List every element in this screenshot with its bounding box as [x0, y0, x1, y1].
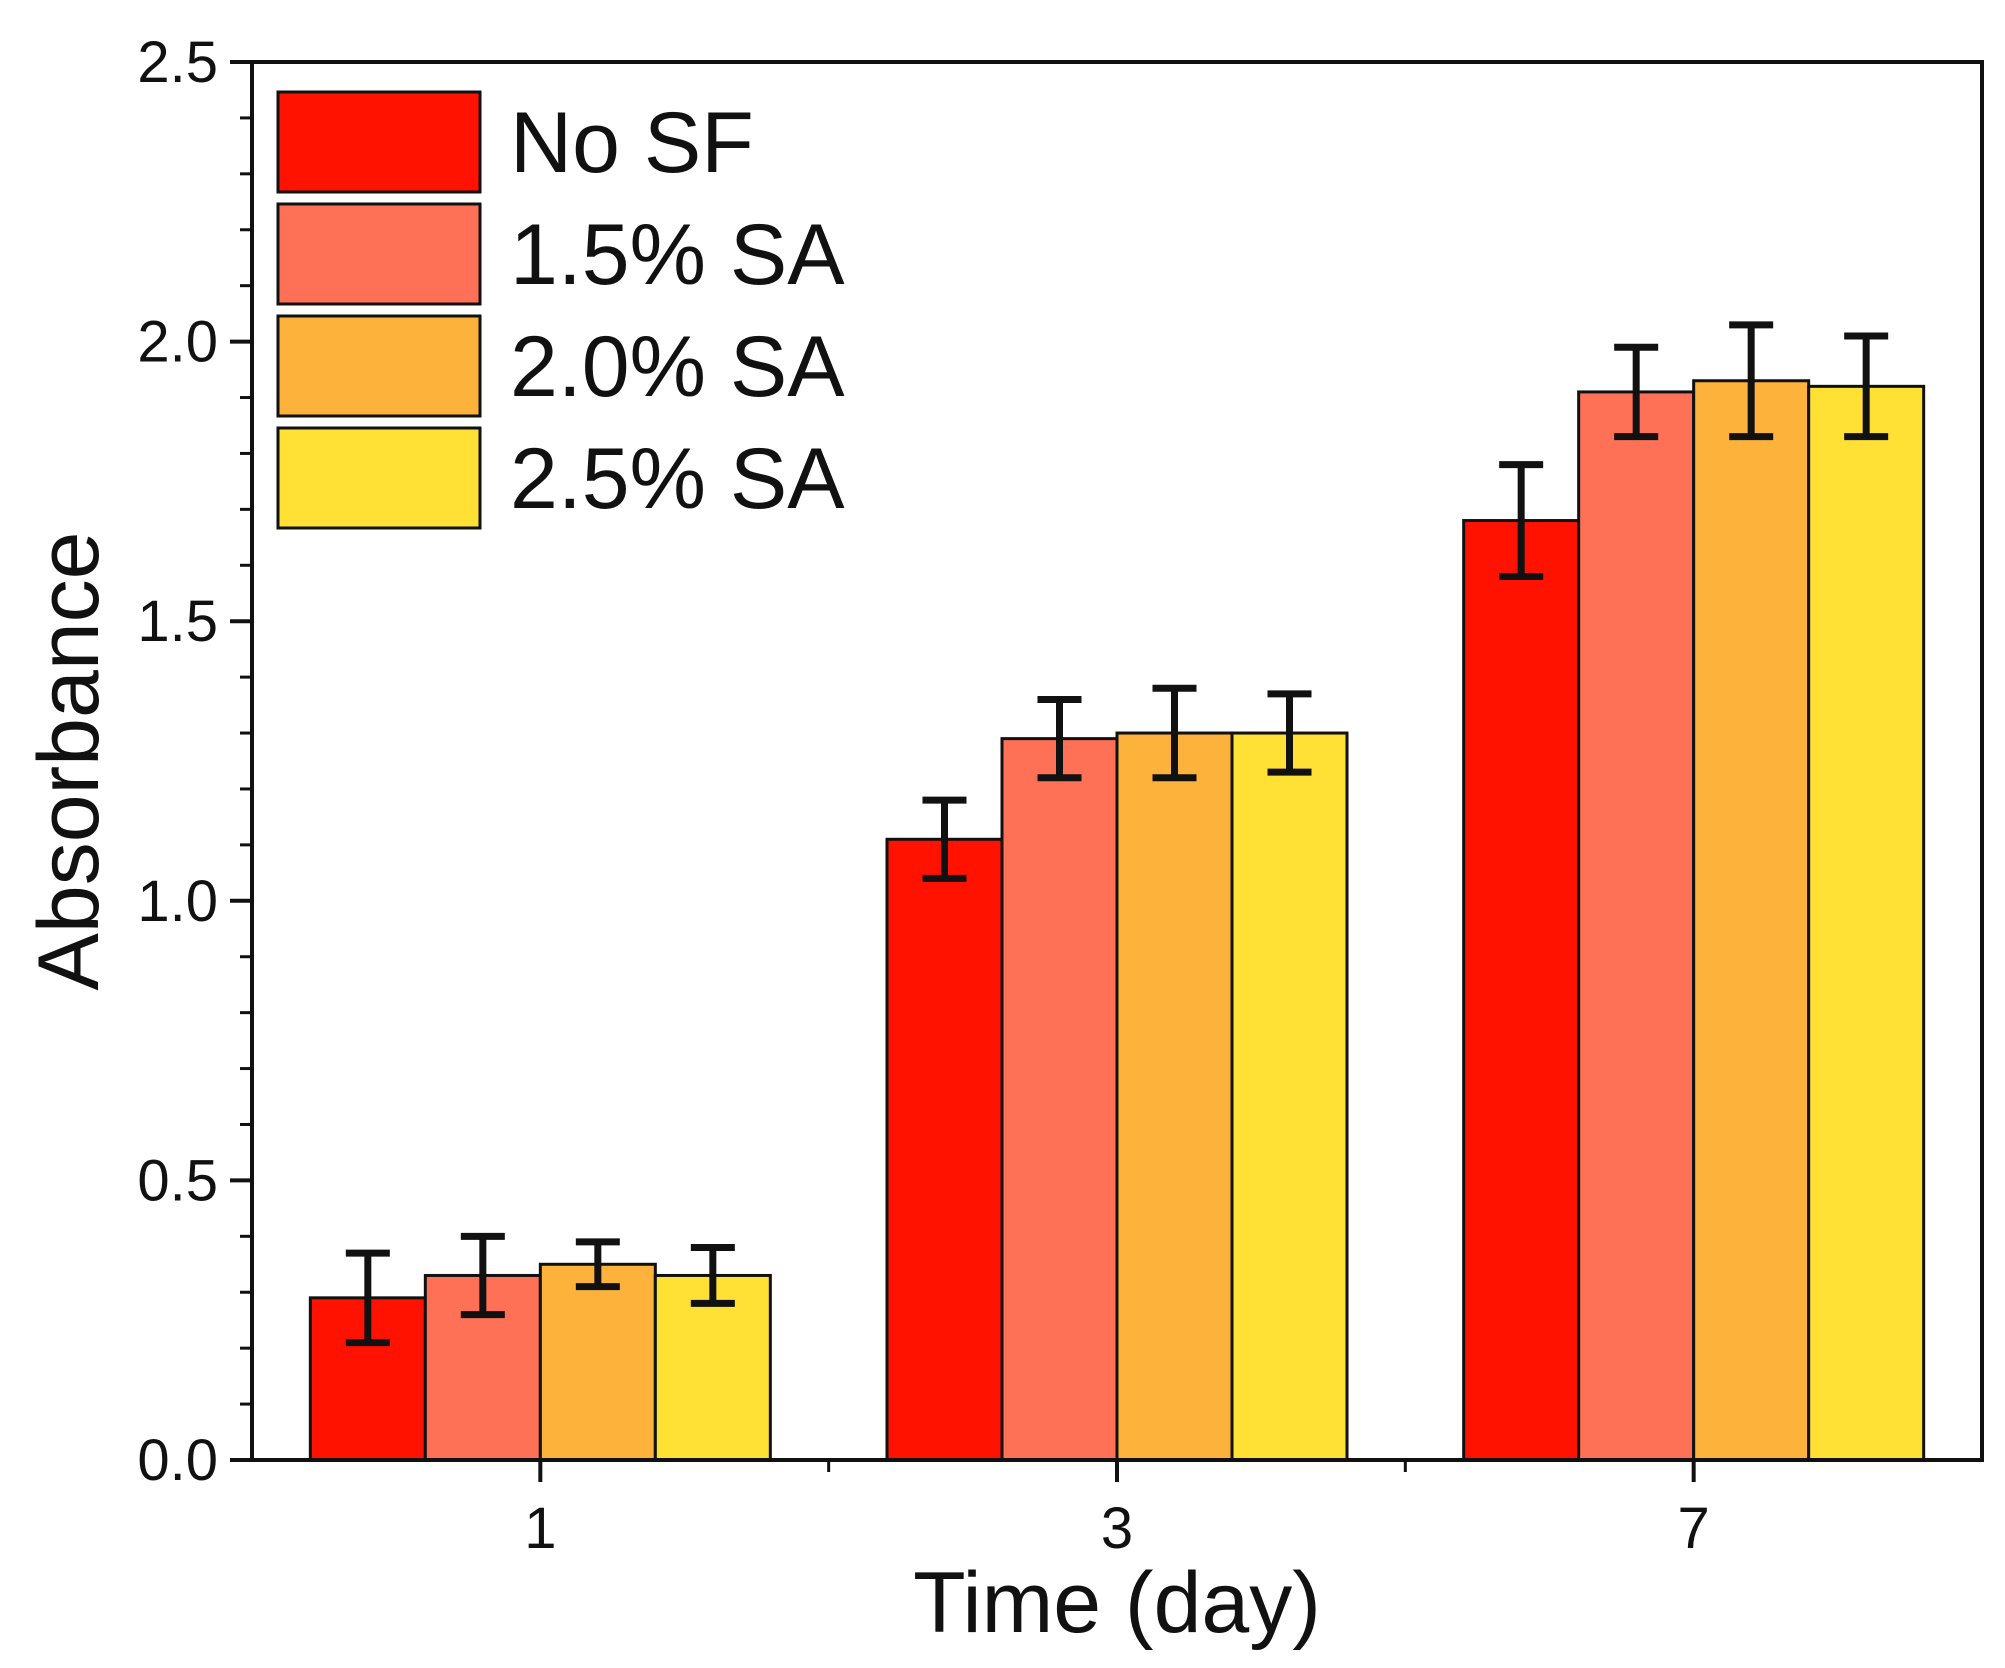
bar-2-5-sa-day-3	[1230, 731, 1349, 1462]
legend-label: No SF	[510, 95, 754, 191]
legend-item-2-5-sa: 2.5% SA	[276, 426, 845, 530]
bar-2-0-sa-day-3	[1115, 731, 1234, 1462]
error-bar-1-5-sa-day-7	[1614, 343, 1659, 441]
bar-no-sf-day-3	[885, 837, 1004, 1462]
bar-2-0-sa-day-1	[538, 1262, 657, 1462]
bar-1-5-sa-day-7	[1577, 390, 1696, 1462]
legend: No SF 1.5% SA 2.0% SA 2.5% SA	[276, 90, 845, 530]
y-tick-label: 1.0	[137, 869, 218, 934]
error-bar-2-5-sa-day-3	[1267, 690, 1312, 776]
y-tick-label: 2.5	[137, 30, 218, 95]
error-bar-no-sf-day-1	[345, 1249, 390, 1347]
bar-1-5-sa-day-3	[1000, 737, 1119, 1462]
y-tick-label: 0.5	[137, 1148, 218, 1213]
y-tick-label: 2.0	[137, 310, 218, 375]
legend-label: 2.0% SA	[510, 319, 845, 415]
x-tick-label: 3	[1101, 1496, 1133, 1561]
error-bar-no-sf-day-7	[1499, 461, 1544, 580]
y-axis-title: Absorbance	[21, 532, 117, 991]
error-bar-2-0-sa-day-3	[1152, 684, 1197, 782]
legend-label: 2.5% SA	[510, 431, 845, 527]
x-axis-ticks: 1 3 7	[524, 1460, 1710, 1561]
error-bar-no-sf-day-3	[922, 796, 967, 882]
y-tick-label: 0.0	[137, 1428, 218, 1493]
legend-item-no-sf: No SF	[276, 90, 754, 194]
bar-no-sf-day-7	[1462, 519, 1581, 1462]
error-bar-2-5-sa-day-1	[690, 1244, 735, 1307]
y-tick-label: 1.5	[137, 589, 218, 654]
error-bars-layer	[345, 321, 1889, 1347]
legend-item-1-5-sa: 1.5% SA	[276, 202, 845, 306]
legend-swatch	[276, 426, 482, 530]
error-bar-2-0-sa-day-1	[575, 1238, 620, 1291]
legend-swatch	[276, 202, 482, 306]
bars-layer	[308, 379, 1926, 1462]
legend-item-2-0-sa: 2.0% SA	[276, 314, 845, 418]
error-bar-2-0-sa-day-7	[1729, 321, 1774, 441]
bar-2-0-sa-day-7	[1692, 379, 1811, 1462]
x-tick-label: 1	[524, 1496, 556, 1561]
x-tick-label: 7	[1678, 1496, 1710, 1561]
y-axis-ticks: 0.0 0.5 1.0 1.5 2.0 2.5	[137, 30, 252, 1493]
legend-label: 1.5% SA	[510, 207, 845, 303]
bar-2-5-sa-day-7	[1807, 384, 1926, 1462]
error-bar-2-5-sa-day-7	[1844, 332, 1889, 441]
error-bar-1-5-sa-day-1	[460, 1232, 505, 1319]
legend-swatch	[276, 314, 482, 418]
x-axis-title: Time (day)	[913, 1555, 1321, 1651]
error-bar-1-5-sa-day-3	[1037, 695, 1082, 782]
legend-swatch	[276, 90, 482, 194]
